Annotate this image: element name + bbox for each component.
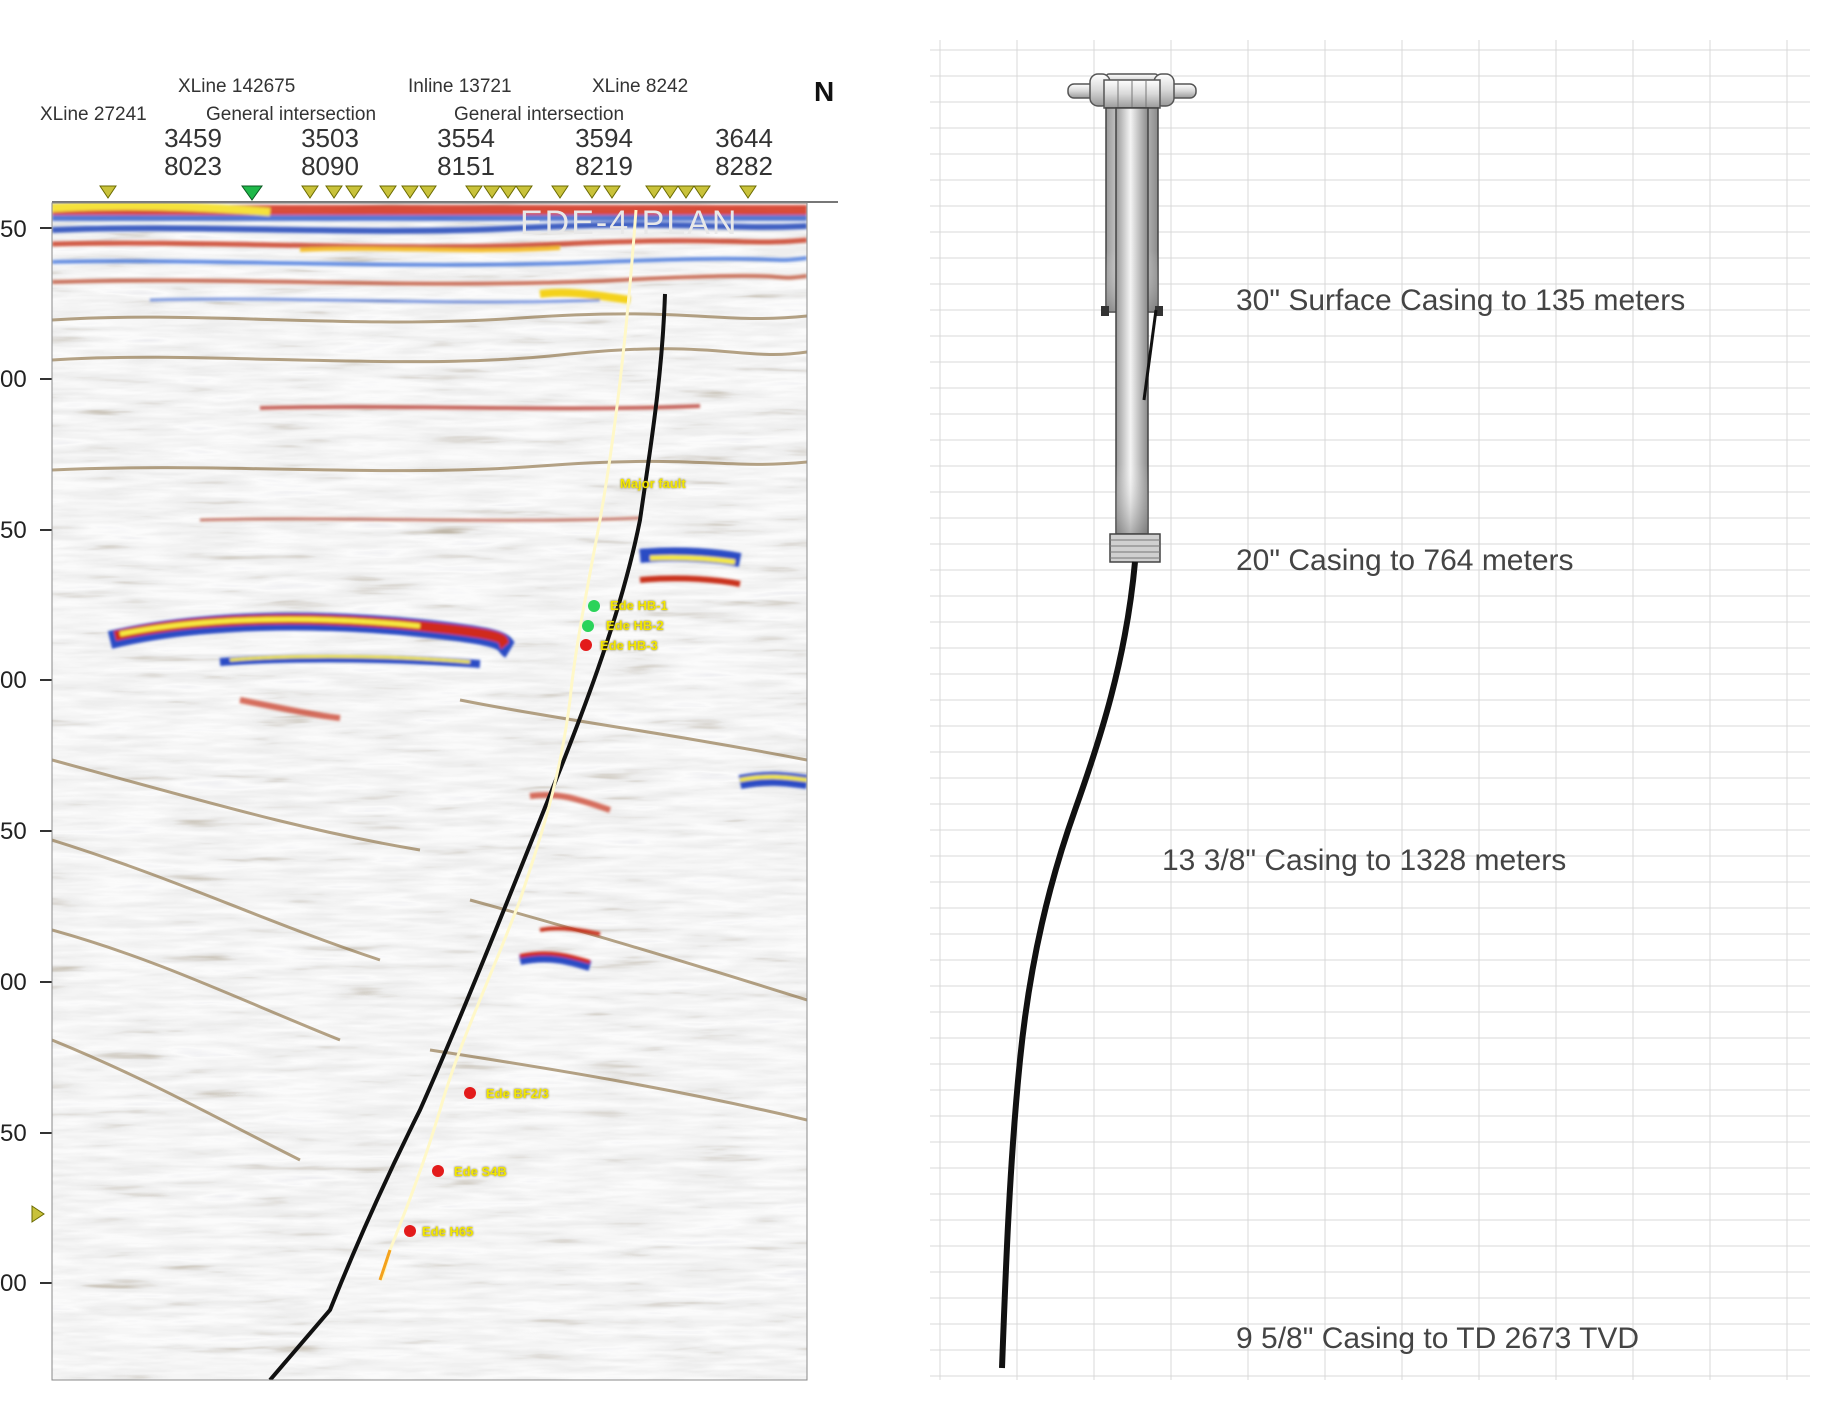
pick-label: Ede HB-1 — [610, 598, 668, 613]
wellbore-path — [999, 561, 1138, 1369]
trace-number-bottom: 8151 — [437, 151, 495, 181]
pick-label: Ede H65 — [422, 1224, 474, 1239]
casing-shoe — [1109, 533, 1161, 563]
depth-label: 50 — [0, 818, 27, 845]
pick-label: Ede HB-3 — [600, 638, 658, 653]
wellhead — [1067, 73, 1197, 109]
north-label: N — [814, 76, 835, 107]
liner-annotation: 9 5/8" Casing to TD 2673 TVD — [1236, 1322, 1640, 1355]
surface-casing-annotation: 30" Surface Casing to 135 meters — [1236, 284, 1686, 317]
general-intersection-label-1: General intersection — [206, 104, 377, 125]
grid — [930, 40, 1810, 1380]
depth-axis-ticks — [40, 227, 52, 1284]
intermediate-casing-annotation: 20" Casing to 764 meters — [1236, 544, 1574, 577]
trace-number-top: 3459 — [164, 123, 222, 153]
xline-142675-label: XLine 142675 — [178, 76, 296, 97]
trace-markers — [31, 185, 757, 1223]
depth-label: 00 — [0, 969, 27, 996]
trace-number-top: 3503 — [301, 123, 359, 153]
pick-label: Ede HB-2 — [606, 618, 664, 633]
pick-label: Ede S4B — [454, 1164, 507, 1179]
trace-number-bottom: 8090 — [301, 151, 359, 181]
pick-label: Ede BF2/3 — [486, 1086, 549, 1101]
trace-number-bottom: 8219 — [575, 151, 633, 181]
seismic-section: XLine 142675 Inline 13721 XLine 8242 XLi… — [0, 0, 880, 1407]
fault-trace — [268, 293, 667, 1380]
casing-schematic — [930, 40, 1810, 1380]
trace-number-top: 3554 — [437, 123, 495, 153]
depth-label: 50 — [0, 1120, 27, 1147]
general-intersection-label-2: General intersection — [454, 104, 625, 125]
depth-label: 00 — [0, 1270, 27, 1297]
trace-number-bottom: 8282 — [715, 151, 773, 181]
depth-label: 00 — [0, 667, 27, 694]
xline-8242-label: XLine 8242 — [592, 76, 689, 97]
planned-well-path — [380, 209, 638, 1281]
depth-label: 00 — [0, 366, 27, 393]
depth-label: 50 — [0, 216, 27, 243]
trace-number-top: 3644 — [715, 123, 773, 153]
pick-dots — [404, 600, 600, 1237]
xline-27241-label: XLine 27241 — [40, 104, 147, 125]
trace-number-bottom: 8023 — [164, 151, 222, 181]
trace-number-top: 3594 — [575, 123, 633, 153]
seismic-image — [31, 185, 838, 1381]
well-name-label: EDE-4 PLAN — [520, 204, 739, 242]
production-casing-annotation: 13 3/8" Casing to 1328 meters — [1162, 844, 1567, 877]
pick-label: Major fault — [620, 476, 686, 491]
casing-diagram: 30" Surface Casing to 135 meters 20" Cas… — [930, 40, 1820, 1380]
inline-13721-label: Inline 13721 — [408, 76, 512, 97]
depth-label: 50 — [0, 517, 27, 544]
